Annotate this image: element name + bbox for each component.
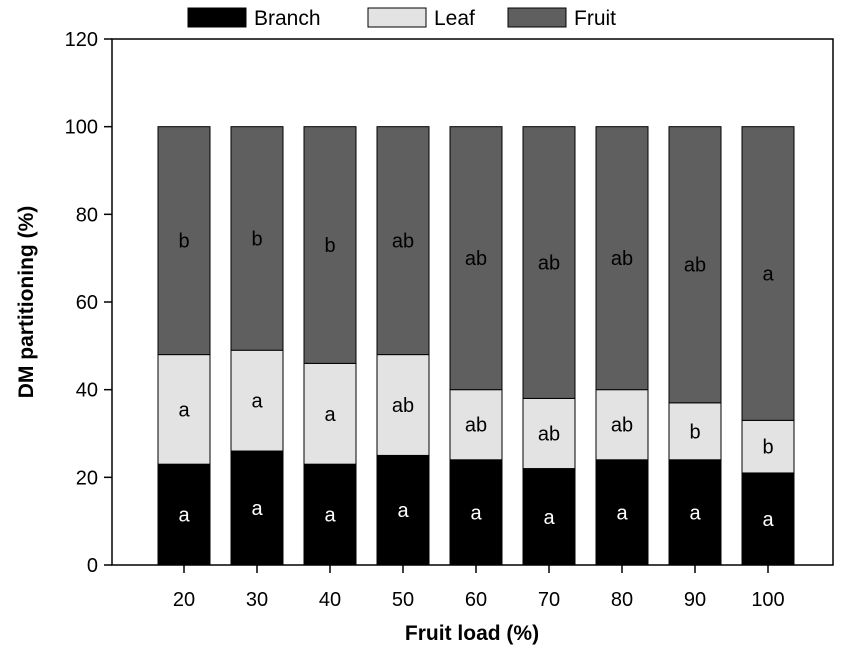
data-label-fruit: ab <box>611 248 633 270</box>
bar-segment-fruit <box>595 126 649 391</box>
y-tick-label: 20 <box>76 467 98 489</box>
bar-segment-fruit <box>376 126 430 356</box>
data-label-leaf: a <box>324 404 336 426</box>
y-tick-label: 40 <box>76 380 98 402</box>
data-label-branch: a <box>762 509 774 531</box>
y-tick-label: 80 <box>76 204 98 226</box>
data-label-leaf: ab <box>392 395 414 417</box>
y-tick-label: 120 <box>65 29 98 51</box>
data-label-branch: a <box>470 502 482 524</box>
data-label-leaf: b <box>762 437 773 459</box>
y-tick-label: 60 <box>76 292 98 314</box>
data-label-fruit: b <box>251 228 262 250</box>
x-tick-label: 60 <box>465 589 487 611</box>
x-tick-label: 20 <box>173 589 195 611</box>
data-label-leaf: a <box>251 391 263 413</box>
data-label-fruit: ab <box>684 255 706 277</box>
bar-segment-leaf <box>303 362 357 465</box>
y-axis-title: DM partitioning (%) <box>15 206 38 398</box>
bar-segment-fruit <box>303 126 357 364</box>
bar-segment-leaf <box>157 354 211 465</box>
legend-label-fruit: Fruit <box>574 7 616 30</box>
data-label-leaf: ab <box>465 415 487 437</box>
x-tick-label: 70 <box>538 589 560 611</box>
x-tick-label: 90 <box>684 589 706 611</box>
data-label-leaf: a <box>178 399 190 421</box>
data-label-branch: a <box>616 502 628 524</box>
data-label-fruit: ab <box>465 248 487 270</box>
bar-segment-branch <box>376 454 430 566</box>
bar-segment-leaf <box>449 389 503 461</box>
y-axis: 0 20 40 60 80 100 120 <box>65 29 112 577</box>
bar-segment-leaf <box>230 349 284 452</box>
data-label-branch: a <box>178 505 190 527</box>
legend-swatch-fruit <box>507 7 567 28</box>
data-label-fruit: b <box>178 231 189 253</box>
bar-segment-fruit <box>741 126 795 421</box>
bar-segment-fruit <box>668 126 722 404</box>
y-tick-label: 100 <box>65 117 98 139</box>
x-axis-title: Fruit load (%) <box>405 622 539 645</box>
data-label-fruit: a <box>762 264 774 286</box>
bar-segment-fruit <box>230 126 284 351</box>
x-axis: 20 30 40 50 60 70 80 90 100 <box>173 565 785 611</box>
data-label-fruit: ab <box>538 253 560 275</box>
data-label-branch: a <box>397 500 409 522</box>
bar-segment-branch <box>303 463 357 566</box>
data-label-branch: a <box>324 505 336 527</box>
x-tick-label: 100 <box>751 589 784 611</box>
bar-segment-leaf <box>376 354 430 456</box>
x-tick-label: 40 <box>319 589 341 611</box>
data-label-leaf: ab <box>611 415 633 437</box>
data-label-leaf: b <box>689 421 700 443</box>
legend-label-leaf: Leaf <box>434 7 475 30</box>
bar-segment-fruit <box>449 126 503 391</box>
legend: Branch Leaf Fruit <box>187 7 616 30</box>
data-label-fruit: ab <box>392 231 414 253</box>
legend-label-branch: Branch <box>254 7 321 30</box>
data-label-fruit: b <box>324 235 335 257</box>
x-tick-label: 80 <box>611 589 633 611</box>
bar-segment-branch <box>449 459 503 566</box>
x-tick-label: 30 <box>246 589 268 611</box>
legend-swatch-leaf <box>367 7 427 28</box>
bar-segment-branch <box>230 450 284 566</box>
bar-segment-branch <box>668 459 722 566</box>
bar-segment-fruit <box>522 126 576 399</box>
bar-segment-fruit <box>157 126 211 356</box>
data-label-leaf: ab <box>538 424 560 446</box>
y-tick-label: 0 <box>87 555 98 577</box>
data-label-branch: a <box>543 507 555 529</box>
data-label-branch: a <box>251 498 263 520</box>
x-tick-label: 50 <box>392 589 414 611</box>
legend-swatch-branch <box>187 7 247 28</box>
data-label-branch: a <box>689 502 701 524</box>
